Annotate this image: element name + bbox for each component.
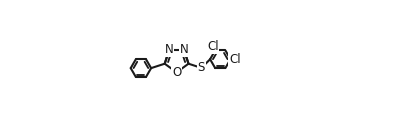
Text: Cl: Cl: [229, 53, 241, 66]
Text: N: N: [180, 43, 188, 56]
Text: S: S: [198, 61, 205, 74]
Text: N: N: [165, 43, 174, 56]
Text: O: O: [172, 66, 181, 79]
Text: Cl: Cl: [207, 40, 219, 53]
